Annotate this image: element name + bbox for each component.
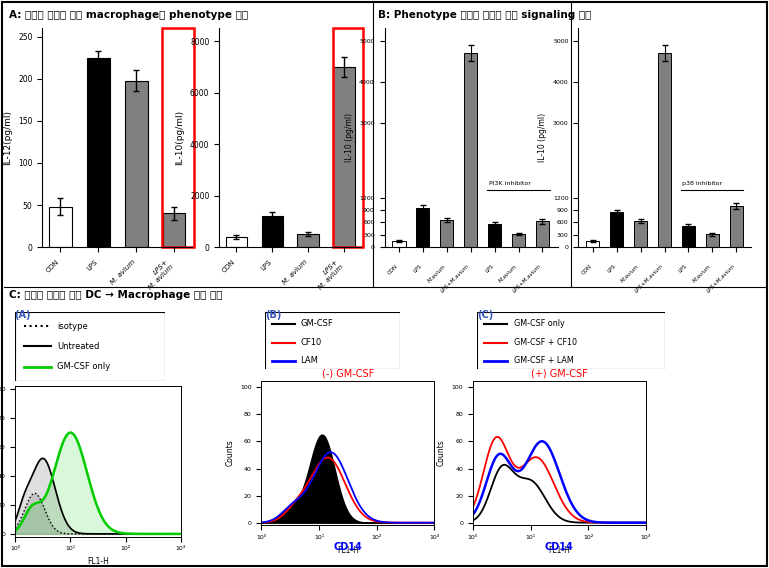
Bar	[464, 53, 478, 247]
X-axis label: FL1-H: FL1-H	[337, 546, 359, 555]
Text: GM-CSF only: GM-CSF only	[514, 319, 565, 328]
Text: GM-CSF + CF10: GM-CSF + CF10	[514, 338, 578, 347]
Bar	[163, 214, 185, 247]
Text: LPS: LPS	[484, 264, 494, 274]
Text: LPS: LPS	[259, 258, 272, 272]
Bar	[512, 234, 525, 247]
Bar	[416, 208, 429, 247]
Text: isotype: isotype	[58, 321, 88, 331]
Bar	[162, 28, 194, 247]
Bar	[334, 67, 355, 247]
Text: CF10: CF10	[301, 338, 321, 347]
Text: GM-CSF + LAM: GM-CSF + LAM	[514, 356, 574, 365]
Y-axis label: Counts: Counts	[437, 440, 446, 466]
Text: LPS: LPS	[606, 264, 617, 274]
Text: (B): (B)	[265, 310, 281, 320]
Text: LPS+M.avium: LPS+M.avium	[512, 264, 542, 294]
Text: M.avium: M.avium	[621, 264, 641, 284]
Bar	[586, 241, 599, 247]
Text: CON: CON	[387, 264, 399, 275]
Text: M. avium: M. avium	[281, 258, 308, 286]
X-axis label: FL1-H: FL1-H	[548, 546, 571, 555]
Bar	[658, 53, 671, 247]
Text: LPS+M.avium: LPS+M.avium	[634, 264, 664, 294]
Bar	[634, 221, 647, 247]
Text: M.avium: M.avium	[692, 264, 712, 284]
Text: M.avium: M.avium	[427, 264, 447, 284]
Bar	[125, 81, 148, 247]
Y-axis label: Counts: Counts	[225, 440, 235, 466]
Bar	[706, 234, 719, 247]
Bar	[488, 224, 501, 247]
Bar	[392, 241, 405, 247]
Bar	[730, 206, 743, 247]
Text: p38 inhibitor: p38 inhibitor	[682, 181, 723, 186]
Text: LPS+
M. avium: LPS+ M. avium	[142, 259, 174, 291]
Text: CD14: CD14	[333, 542, 362, 552]
Bar	[682, 227, 695, 247]
Text: B: Phenotype 변화에 영향을 주는 signaling 분석: B: Phenotype 변화에 영향을 주는 signaling 분석	[378, 10, 591, 20]
Bar	[87, 58, 110, 247]
Text: GM-CSF only: GM-CSF only	[58, 362, 111, 371]
Bar	[536, 222, 549, 247]
Text: LPS+M.avium: LPS+M.avium	[706, 264, 736, 294]
Y-axis label: IL-10 (pg/ml): IL-10 (pg/ml)	[345, 113, 354, 162]
Text: C: 결핵균 항원에 의한 DC → Macrophage 분화 변화: C: 결핵균 항원에 의한 DC → Macrophage 분화 변화	[9, 290, 223, 300]
Bar	[261, 216, 283, 247]
Text: (A): (A)	[14, 310, 30, 320]
Text: M. avium: M. avium	[109, 259, 136, 286]
Bar	[610, 212, 623, 247]
Text: LAM: LAM	[301, 356, 318, 365]
Text: M.avium: M.avium	[498, 264, 518, 284]
Text: GM-CSF: GM-CSF	[301, 319, 333, 328]
Y-axis label: IL-12(pg/ml): IL-12(pg/ml)	[4, 110, 12, 165]
Bar	[49, 207, 72, 247]
Y-axis label: IL-10 (pg/ml): IL-10 (pg/ml)	[538, 113, 548, 162]
Text: (C): (C)	[477, 310, 493, 320]
Text: LPS+M.avium: LPS+M.avium	[440, 264, 471, 294]
Bar	[225, 237, 247, 247]
Text: LPS: LPS	[678, 264, 688, 274]
Text: CD14: CD14	[544, 542, 574, 552]
Text: PI3K inhibitor: PI3K inhibitor	[488, 181, 531, 186]
Text: Untreated: Untreated	[58, 342, 100, 351]
Text: CON: CON	[581, 264, 593, 275]
Bar	[440, 220, 454, 247]
Text: LPS+
M. avium: LPS+ M. avium	[312, 258, 345, 291]
Text: LPS: LPS	[85, 259, 98, 272]
Text: CON: CON	[221, 258, 236, 274]
Text: LPS: LPS	[412, 264, 423, 274]
Text: A: 항산균 감염에 의한 macrophage의 phenotype 변화: A: 항산균 감염에 의한 macrophage의 phenotype 변화	[9, 10, 248, 20]
Bar	[298, 234, 319, 247]
Bar	[333, 28, 363, 247]
Y-axis label: IL-10(pg/ml): IL-10(pg/ml)	[175, 110, 185, 165]
X-axis label: FL1-H: FL1-H	[87, 557, 109, 566]
Title: (+) GM-CSF: (+) GM-CSF	[531, 369, 588, 378]
Text: CON: CON	[45, 259, 61, 274]
Title: (-) GM-CSF: (-) GM-CSF	[322, 369, 374, 378]
